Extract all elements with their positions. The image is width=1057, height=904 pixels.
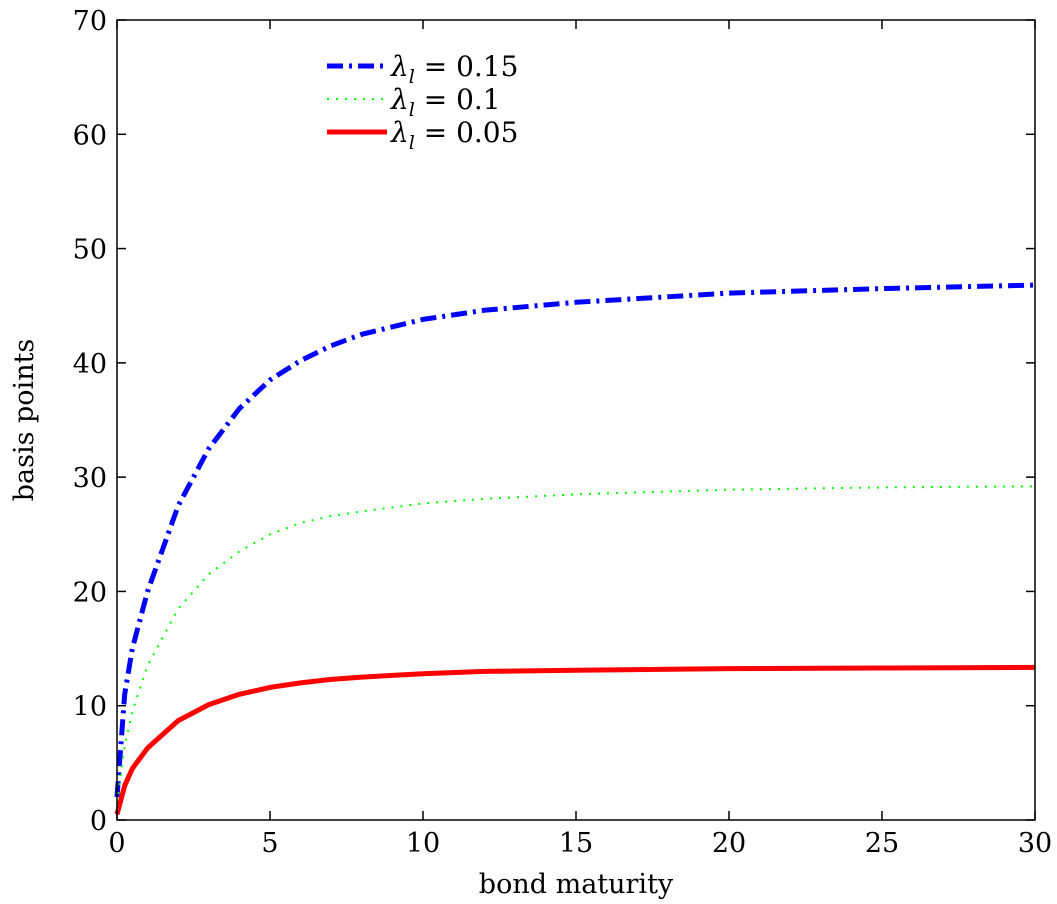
legend-label-1: λl = 0.1 bbox=[390, 83, 501, 121]
legend-value: = 0.05 bbox=[415, 116, 519, 149]
x-tick-label: 15 bbox=[559, 828, 593, 859]
series-line-0 bbox=[114, 282, 1036, 798]
y-tick-label: 0 bbox=[90, 806, 107, 837]
x-tick-label: 25 bbox=[865, 828, 899, 859]
y-tick-label: 70 bbox=[73, 6, 107, 37]
legend-symbol: λ bbox=[390, 50, 409, 83]
x-tick-label: 30 bbox=[1018, 828, 1052, 859]
y-tick-label: 30 bbox=[73, 463, 107, 494]
y-tick-label: 50 bbox=[73, 235, 107, 266]
y-tick-label: 60 bbox=[73, 120, 107, 151]
legend-label-0: λl = 0.15 bbox=[390, 50, 518, 88]
x-tick-label: 5 bbox=[261, 828, 278, 859]
legend-subscript: l bbox=[409, 66, 415, 88]
legend-label-2: λl = 0.05 bbox=[390, 116, 518, 154]
x-tick-label: 20 bbox=[712, 828, 746, 859]
x-axis-label: bond maturity bbox=[479, 869, 674, 900]
legend-value: = 0.15 bbox=[415, 50, 519, 83]
x-tick-label: 10 bbox=[406, 828, 440, 859]
plot-frame bbox=[116, 19, 1036, 821]
y-axis: 0 10 20 30 40 50 60 70 bbox=[73, 6, 1035, 837]
y-tick-label: 40 bbox=[73, 349, 107, 380]
series-line-1 bbox=[116, 485, 1036, 804]
plot-lines bbox=[114, 282, 1036, 815]
y-tick-label: 20 bbox=[73, 577, 107, 608]
legend-subscript: l bbox=[409, 99, 415, 121]
legend-subscript: l bbox=[409, 132, 415, 154]
legend-value: = 0.1 bbox=[415, 83, 501, 116]
x-tick-label: 0 bbox=[108, 828, 125, 859]
y-tick-label: 10 bbox=[73, 692, 107, 723]
y-axis-label: basis points bbox=[9, 339, 40, 502]
legend-symbol: λ bbox=[390, 83, 409, 116]
legend-symbol: λ bbox=[390, 116, 409, 149]
x-axis: 0 5 10 15 20 25 30 bbox=[108, 20, 1052, 859]
series-line-2 bbox=[114, 664, 1036, 815]
